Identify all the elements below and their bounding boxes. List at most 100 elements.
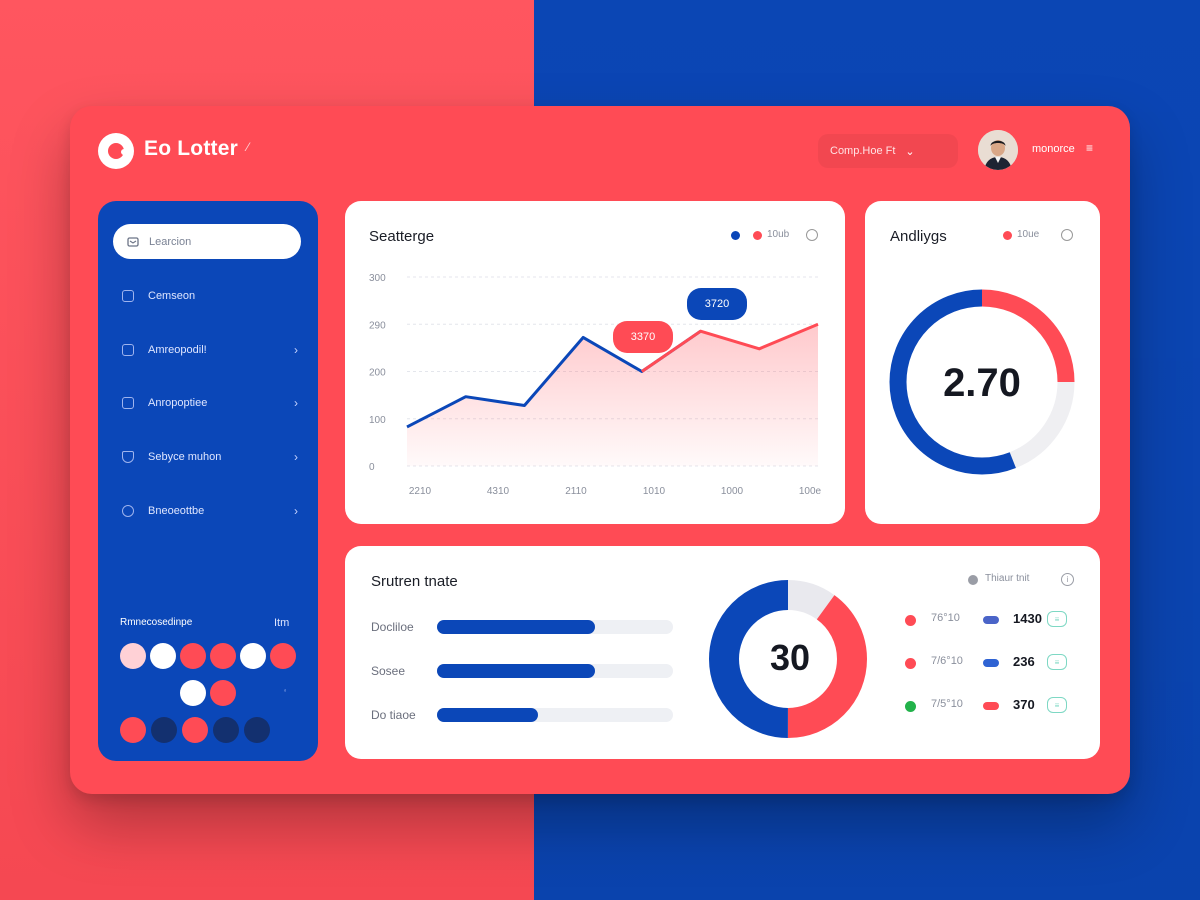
donut-legend-label: 10ue <box>1017 229 1040 240</box>
sidebar-item-4[interactable]: Bneoeottbe › <box>122 500 298 522</box>
progress-bar-fill <box>437 708 539 722</box>
sidebar: Cemseon Amreopodil! › Anropoptiee › Seby… <box>98 201 318 761</box>
sidebar-item-2[interactable]: Anropoptiee › <box>122 392 298 414</box>
bar-label: Docliloe <box>371 620 414 634</box>
donut-options-icon[interactable] <box>1061 229 1073 241</box>
trend-badge-icon[interactable]: ≡ <box>1047 611 1067 627</box>
header-dropdown-label: Comp.Hoe Ft <box>830 145 896 157</box>
color-swatch[interactable] <box>244 717 270 743</box>
box-icon <box>122 344 134 356</box>
trend-badge-icon[interactable]: ≡ <box>1047 654 1067 670</box>
stat-value: 370 <box>1013 697 1035 712</box>
document-icon <box>122 397 134 409</box>
donut-segment-red <box>709 580 867 738</box>
stat-dot <box>905 658 916 669</box>
legend-dot-red <box>1003 231 1012 240</box>
avatar-portrait <box>978 130 1018 170</box>
x-tick-label: 1000 <box>721 486 744 497</box>
stat-row: 7/6°10 236 ≡ <box>905 653 1085 673</box>
info-icon[interactable]: i <box>1061 573 1074 586</box>
line-legend-label: 10ub <box>767 229 790 240</box>
color-swatch[interactable] <box>213 717 239 743</box>
y-tick-label: 290 <box>369 320 386 331</box>
x-tick-label: 2210 <box>409 486 432 497</box>
shield-icon <box>122 451 134 463</box>
donut-value: 2.70 <box>943 361 1021 405</box>
trend-badge-icon[interactable]: ≡ <box>1047 697 1067 713</box>
user-avatar[interactable] <box>978 130 1018 170</box>
progress-bar-fill <box>437 620 596 634</box>
stat-row: 76°10 1430 ≡ <box>905 610 1085 630</box>
logo-icon <box>108 143 127 159</box>
progress-bar-track <box>437 620 673 634</box>
color-swatch[interactable] <box>180 643 206 669</box>
area-fill <box>407 324 818 466</box>
sidebar-item-label: Amreopodil! <box>148 344 207 356</box>
dashboard-window: Eo Lotter ⁄ Comp.Hoe Ft ⌄ monorce ≡ Cems… <box>70 106 1130 794</box>
sidebar-item-0[interactable]: Cemseon <box>122 285 298 307</box>
stat-percent: 7/5°10 <box>931 698 963 710</box>
sidebar-item-label: Sebyce muhon <box>148 451 222 463</box>
palette-count: Itm <box>274 617 290 629</box>
palette-more-icon[interactable]: ‘ <box>284 688 287 699</box>
legend-dot-blue <box>731 231 740 240</box>
x-tick-label: 100e <box>799 486 822 497</box>
color-swatch[interactable] <box>120 643 146 669</box>
summary-card: Srutren tnate Thiaur tnit i Docliloe Sos… <box>345 546 1100 759</box>
y-tick-label: 200 <box>369 368 386 379</box>
stat-row: 7/5°10 370 ≡ <box>905 696 1085 716</box>
stat-pill <box>983 702 999 710</box>
summary-donut-chart <box>709 580 867 738</box>
stat-pill <box>983 659 999 667</box>
x-tick-label: 1010 <box>643 486 666 497</box>
stat-dot <box>905 615 916 626</box>
legend-dot-red <box>753 231 762 240</box>
user-name[interactable]: monorce <box>1032 143 1075 155</box>
summary-card-title: Srutren tnate <box>371 573 458 590</box>
progress-bar-track <box>437 708 673 722</box>
series-line-red <box>641 322 819 373</box>
sidebar-item-label: Bneoeottbe <box>148 505 205 517</box>
color-swatch[interactable] <box>270 643 296 669</box>
donut-card: Andliygs 10ue 2.70 <box>865 201 1100 524</box>
y-tick-label: 300 <box>369 273 386 284</box>
stat-dot <box>905 701 916 712</box>
search-icon <box>127 236 139 247</box>
progress-bar-fill <box>437 664 596 678</box>
line-chart-title: Seatterge <box>369 228 435 245</box>
tooltip-blue: 3720 <box>687 288 747 320</box>
chevron-right-icon: › <box>294 450 298 464</box>
color-swatch[interactable] <box>240 643 266 669</box>
tooltip-red: 3370 <box>613 321 673 353</box>
color-swatch[interactable] <box>182 717 208 743</box>
app-title: Eo Lotter <box>144 137 238 160</box>
sidebar-item-3[interactable]: Sebyce muhon › <box>122 446 298 468</box>
color-swatch[interactable] <box>210 643 236 669</box>
chevron-down-icon: ⌄ <box>905 145 915 158</box>
color-swatch[interactable] <box>180 680 206 706</box>
color-swatch[interactable] <box>120 717 146 743</box>
stat-percent: 76°10 <box>931 612 960 624</box>
color-swatch[interactable] <box>210 680 236 706</box>
sidebar-item-label: Anropoptiee <box>148 397 208 409</box>
x-tick-label: 2110 <box>565 486 587 497</box>
search-input[interactable] <box>147 234 291 249</box>
bar-label: Do tiaoe <box>371 708 416 722</box>
bar-label: Sosee <box>371 664 406 678</box>
app-logo[interactable] <box>98 133 134 169</box>
y-tick-label: 0 <box>369 462 375 473</box>
y-tick-label: 100 <box>369 415 386 426</box>
sidebar-item-1[interactable]: Amreopodil! › <box>122 339 298 361</box>
color-swatch[interactable] <box>151 717 177 743</box>
header-dropdown[interactable]: Comp.Hoe Ft ⌄ <box>818 134 958 168</box>
line-chart-options-icon[interactable] <box>806 229 818 241</box>
title-menu-icon[interactable]: ⁄ <box>247 140 250 154</box>
donut-chart <box>889 289 1075 475</box>
menu-icon[interactable]: ≡ <box>1086 141 1094 155</box>
donut-card-title: Andliygs <box>890 228 947 245</box>
search-box[interactable] <box>113 224 301 259</box>
color-swatch[interactable] <box>150 643 176 669</box>
status-label: Thiaur tnit <box>985 573 1030 584</box>
palette-title: Rmnecosedinpe <box>120 617 193 628</box>
donut-segment-blue <box>889 289 1075 475</box>
